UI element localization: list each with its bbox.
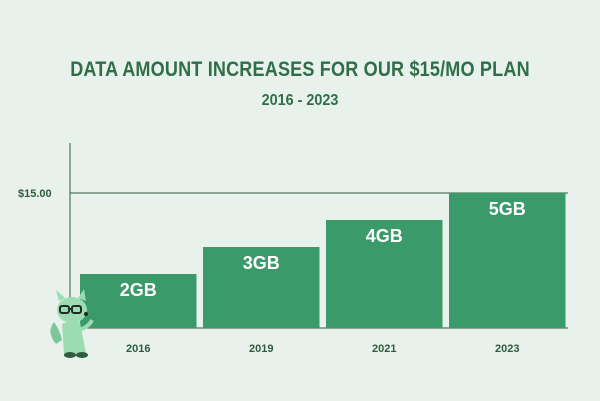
bar-2019 xyxy=(203,247,320,328)
bars-layer xyxy=(69,143,568,329)
reference-line-label: $15.00 xyxy=(18,188,52,200)
data-label-2016: 2GB xyxy=(120,280,157,300)
data-label-2023: 5GB xyxy=(489,199,526,219)
bar-2023 xyxy=(449,193,566,328)
bar-2016 xyxy=(80,274,197,328)
x-tick-label-2021: 2021 xyxy=(372,343,396,355)
data-label-2021: 4GB xyxy=(366,226,403,246)
chart-title: DATA AMOUNT INCREASES FOR OUR $15/MO PLA… xyxy=(70,58,530,81)
raccoon-mascot-icon xyxy=(50,289,94,358)
x-tick-label-2019: 2019 xyxy=(249,343,273,355)
chart-subtitle: 2016 - 2023 xyxy=(261,92,339,109)
data-label-2019: 3GB xyxy=(243,253,280,273)
x-tick-label-2016: 2016 xyxy=(126,343,150,355)
x-tick-label-2023: 2023 xyxy=(495,343,519,355)
bar-2021 xyxy=(326,220,443,328)
labels-layer: $15.00 2GB 2016 3GB 2019 4GB 2021 5GB 2023 xyxy=(18,188,526,355)
